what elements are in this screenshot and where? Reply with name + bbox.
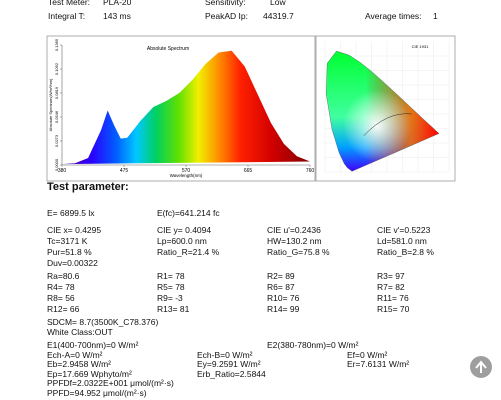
param: White Class:OUT — [47, 327, 113, 337]
param: R15= 70 — [377, 304, 410, 314]
param: R14= 99 — [267, 304, 300, 314]
header-value: PLA-20 — [103, 0, 132, 7]
param: E1(400-700nm)=0 W/m² — [47, 340, 139, 350]
scroll-top-button[interactable] — [470, 356, 492, 378]
param: R5= 78 — [157, 282, 185, 292]
param: Tc=3171 K — [47, 236, 88, 246]
param: R2= 89 — [267, 271, 295, 281]
param: PPFD=94.952 μmol/(m²·s) — [47, 387, 147, 398]
cie-outline — [325, 50, 440, 172]
cie-gamut — [326, 51, 439, 172]
header-label: Sensitivity: — [205, 0, 246, 7]
cie-chart: CIE 1931 — [324, 41, 450, 173]
param: Pur=51.8 % — [47, 247, 92, 257]
cie-title: CIE 1931 — [412, 44, 429, 49]
param: PPFDf=2.0322E+001 μmol/(m²·s) — [47, 378, 174, 388]
param: Ratio_G=75.8 % — [267, 247, 330, 257]
y-tick-label: 0.0546 — [54, 110, 59, 123]
header-label: PeakAD Ip: — [205, 11, 248, 21]
param: Lp=600.0 nm — [157, 236, 207, 246]
param: R9= -3 — [157, 293, 183, 303]
x-tick-label: 760 — [306, 168, 315, 174]
param: CIE y= 0.4094 — [157, 225, 212, 235]
spectrum-area — [62, 50, 310, 165]
y-axis-label: Absolute Spectrum(W/m²/nm) — [48, 78, 53, 131]
param: R10= 76 — [267, 293, 300, 303]
param: R1= 78 — [157, 271, 185, 281]
header-value: Low — [270, 0, 286, 7]
x-tick-label: 570 — [182, 168, 191, 174]
param: Ech-B=0 W/m² — [197, 349, 253, 360]
param: R6= 87 — [267, 282, 295, 292]
param: E2(380-780nm)=0 W/m² — [267, 340, 359, 350]
param: Duv=0.00322 — [47, 258, 98, 268]
param: CIE u'=0.2436 — [267, 225, 321, 235]
param: R3= 97 — [377, 271, 405, 281]
x-tick-label: 665 — [244, 168, 253, 174]
planckian-locus — [363, 113, 412, 136]
param: Ech-A=0 W/m² — [47, 349, 103, 360]
param: Ratio_B=2.8 % — [377, 247, 434, 257]
y-tick-label: 0.0000 — [54, 158, 59, 171]
x-tick-label: 380 — [58, 168, 67, 174]
y-tick-label: 0.1365 — [54, 38, 59, 51]
param: Ef=0 W/m² — [347, 349, 388, 360]
param: Ratio_R=21.4 % — [157, 247, 220, 257]
param: Eb=2.9458 W/m² — [47, 359, 112, 369]
y-tick-label: 0.1092 — [54, 62, 59, 75]
param: Ep=17.669 Wphyto/m² — [47, 368, 132, 379]
spectrum-title: Absolute Spectrum — [147, 46, 189, 52]
x-axis-label: Wavelength(nm) — [170, 173, 203, 178]
param: R7= 82 — [377, 282, 405, 292]
header-value: 143 ms — [103, 11, 131, 21]
param: R11= 76 — [377, 293, 409, 303]
header-value: 1 — [433, 11, 438, 21]
param: Ey=9.2591 W/m² — [197, 359, 261, 369]
y-tick-label: 0.0273 — [54, 134, 59, 147]
param: Er=7.6131 W/m² — [347, 359, 410, 369]
param: R13= 81 — [157, 304, 190, 314]
param: Ld=581.0 nm — [377, 236, 427, 246]
header-label: Test Meter: — [48, 0, 91, 7]
param: SDCM= 8.7(3500K_C78.376) — [47, 317, 159, 327]
param: R4= 78 — [47, 282, 75, 292]
section-title: Test parameter: — [47, 181, 129, 193]
param: R12= 66 — [47, 304, 80, 314]
param: Ra=80.6 — [47, 271, 80, 281]
param: R8= 56 — [47, 293, 75, 303]
header-label: Average times: — [365, 11, 422, 21]
param: HW=130.2 nm — [267, 236, 322, 246]
param: E(fc)=641.214 fc — [157, 208, 220, 218]
header-label: Integral T: — [48, 11, 86, 21]
y-tick-label: 0.0819 — [54, 86, 59, 99]
param: CIE v'=0.5223 — [377, 225, 431, 235]
param: Erb_Ratio=2.5844 — [197, 368, 266, 379]
param: E= 6899.5 lx — [47, 208, 95, 218]
param: CIE x= 0.4295 — [47, 225, 102, 235]
x-tick-label: 475 — [120, 168, 129, 174]
header-value: 44319.7 — [263, 11, 294, 21]
